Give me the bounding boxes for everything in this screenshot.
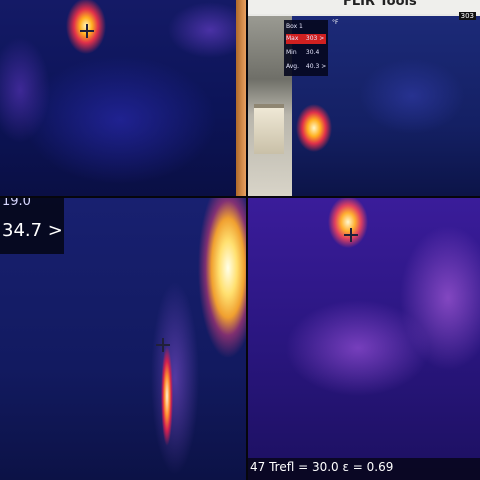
temperature-readout: 19.0 34.7 > xyxy=(0,198,64,254)
box-label: Box 1 xyxy=(286,23,303,30)
thermal-panel-bottom-left: 19.0 34.7 > xyxy=(0,198,246,480)
crosshair-icon xyxy=(156,338,170,352)
crosshair-icon xyxy=(80,24,94,38)
app-title: FLIR Tools xyxy=(343,0,417,9)
min-value: 30.4 xyxy=(305,49,320,56)
crosshair-icon xyxy=(344,228,358,242)
max-row: Max 303 > xyxy=(286,34,326,44)
thermal-panel-bottom-right: 47 Trefl = 30.0 ε = 0.69 xyxy=(248,198,480,480)
footer-text: 47 Trefl = 30.0 ε = 0.69 xyxy=(250,460,394,474)
measurement-box: Box 1 Max 303 > Min 30.4 Avg. 40.3 > xyxy=(284,20,328,76)
unit-label: °F xyxy=(332,19,339,26)
avg-row: Avg. 40.3 > xyxy=(286,62,326,72)
flir-tools-panel: FLIR Tools Box 1 Max 303 > Min 30.4 Avg.… xyxy=(248,0,480,196)
avg-value: 40.3 > xyxy=(305,63,327,70)
temp-partial: 19.0 xyxy=(2,198,31,209)
thermal-panel-top-left xyxy=(0,0,246,196)
panel-edge xyxy=(236,0,246,196)
app-title-bar: FLIR Tools xyxy=(248,0,480,14)
max-label: Max xyxy=(286,35,299,42)
house-image xyxy=(254,104,284,154)
parameter-footer: 47 Trefl = 30.0 ε = 0.69 xyxy=(248,458,480,480)
temp-main: 34.7 > xyxy=(2,220,63,241)
corner-value: 303 xyxy=(458,12,476,20)
min-row: Min 30.4 xyxy=(286,48,319,58)
avg-label: Avg. xyxy=(286,63,300,70)
max-value: 303 > xyxy=(305,35,325,42)
min-label: Min xyxy=(286,49,297,56)
